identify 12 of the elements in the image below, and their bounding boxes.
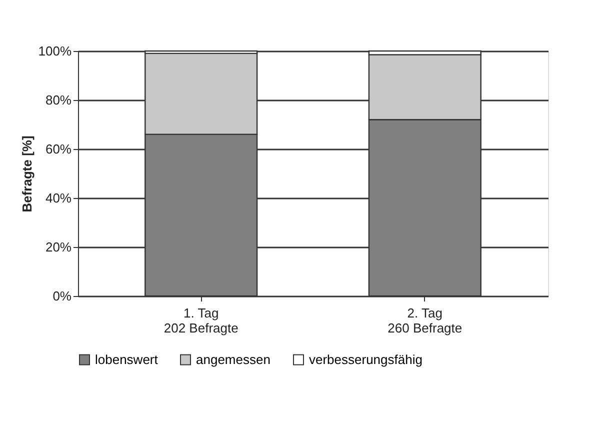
- legend-label: verbesserungsfähig: [309, 352, 422, 367]
- legend-label: angemessen: [196, 352, 270, 367]
- y-axis-title: Befragte [%]: [19, 136, 34, 212]
- y-tick-label: 20%: [45, 240, 72, 254]
- y-tick-label: 80%: [45, 92, 72, 108]
- y-tick-label: 60%: [45, 142, 72, 156]
- y-tick-label: 0%: [52, 288, 72, 304]
- y-tick-label: 40%: [45, 190, 72, 206]
- y-tick-label: 100%: [38, 44, 72, 58]
- legend-label: lobenswert: [95, 352, 158, 367]
- x-tick-label: 2. Tag 260 Befragte: [388, 306, 462, 336]
- x-tick-label: 1. Tag 202 Befragte: [164, 306, 238, 336]
